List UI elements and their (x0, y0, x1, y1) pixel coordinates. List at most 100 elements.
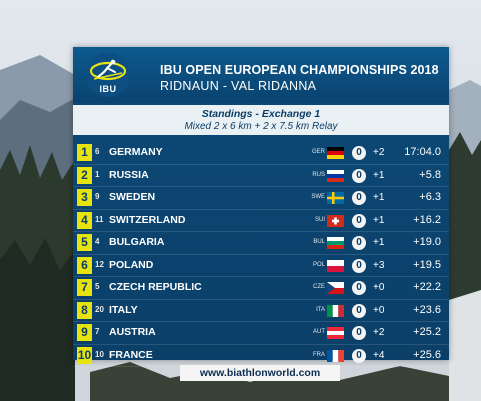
table-row: 5 4 BULGARIA BUL 0 +1 +19.0 (73, 232, 449, 255)
spare-rounds: +1 (373, 214, 385, 226)
spare-rounds: +0 (373, 282, 385, 293)
result-time: +25.6 (413, 348, 441, 361)
result-time: +5.8 (419, 168, 441, 181)
rank-badge: 8 (77, 301, 92, 319)
bib-number: 20 (95, 304, 104, 314)
result-time: +19.5 (413, 258, 441, 271)
ibu-logo-text: IBU (99, 84, 117, 94)
table-row: 2 1 RUSSIA RUS 0 +1 +5.8 (73, 165, 449, 187)
flag-poland-icon (327, 259, 344, 272)
bib-number: 6 (95, 147, 100, 156)
result-time: +22.2 (413, 281, 441, 293)
team-name: CZECH REPUBLIC (109, 281, 202, 293)
table-row: 8 20 ITALY ITA 0 +0 +23.6 (73, 300, 449, 322)
misses-indicator: 0 (352, 281, 366, 295)
bib-number: 7 (95, 327, 100, 336)
nation-code: BUL (313, 239, 325, 245)
team-name: SWEDEN (109, 191, 156, 203)
nation-code: CZE (313, 284, 325, 290)
spare-rounds: +3 (373, 259, 385, 271)
flag-russia-icon (327, 169, 344, 182)
table-row: 9 7 AUSTRIA AUT 0 +2 +25.2 (73, 322, 449, 345)
spare-rounds: +1 (373, 169, 385, 181)
team-name: SWITZERLAND (109, 213, 186, 226)
team-name: RUSSIA (109, 168, 149, 181)
result-time: +19.0 (413, 236, 441, 248)
biathlon-icon (89, 59, 127, 81)
panel-header: IBU IBU OPEN EUROPEAN CHAMPIONSHIPS 2018… (73, 47, 449, 103)
nation-code: FRA (313, 351, 325, 358)
misses-indicator: 0 (352, 191, 366, 205)
bib-number: 1 (95, 169, 100, 179)
standings-panel: IBU IBU OPEN EUROPEAN CHAMPIONSHIPS 2018… (73, 47, 449, 367)
bib-number: 5 (95, 282, 100, 291)
misses-indicator: 0 (352, 348, 366, 363)
bib-number: 11 (95, 214, 104, 224)
table-row: 1 6 GERMANY GER 0 +2 17:04.0 (73, 142, 449, 165)
rank-badge: 3 (77, 189, 92, 206)
result-time: +16.2 (413, 213, 441, 226)
misses-indicator: 0 (352, 146, 366, 160)
spare-rounds: +0 (373, 304, 385, 316)
flag-czech-republic-icon (327, 282, 344, 294)
bib-number: 10 (95, 349, 104, 359)
flag-switzerland-icon (327, 214, 344, 227)
table-row: 4 11 SWITZERLAND SUI 0 +1 +16.2 (73, 210, 449, 232)
team-name: FRANCE (109, 348, 153, 361)
event-location: RIDNAUN - VAL RIDANNA (160, 79, 317, 93)
rank-badge: 9 (77, 324, 92, 341)
nation-code: SWE (311, 194, 325, 200)
nation-code: ITA (316, 306, 325, 313)
result-time: +6.3 (419, 191, 441, 203)
team-name: GERMANY (109, 146, 163, 158)
team-name: BULGARIA (109, 236, 165, 248)
flag-germany-icon (327, 147, 344, 159)
team-name: AUSTRIA (109, 326, 156, 338)
team-name: ITALY (109, 303, 138, 316)
standings-title: Standings - Exchange 1 (201, 108, 321, 120)
nation-code: RUS (312, 171, 325, 178)
rank-badge: 1 (77, 144, 92, 161)
misses-indicator: 0 (352, 303, 366, 318)
misses-indicator: 0 (352, 326, 366, 340)
team-name: POLAND (109, 258, 154, 271)
standings-subheader: Standings - Exchange 1 Mixed 2 x 6 km + … (73, 105, 449, 135)
spare-rounds: +1 (373, 237, 385, 248)
nation-code: POL (312, 261, 325, 268)
rank-badge: 6 (77, 256, 92, 274)
flag-bulgaria-icon (327, 237, 344, 249)
spare-rounds: +2 (373, 327, 385, 338)
table-row: 10 10 FRANCE FRA 0 +4 +25.6 (73, 345, 449, 367)
flag-austria-icon (327, 327, 344, 339)
event-title: IBU OPEN EUROPEAN CHAMPIONSHIPS 2018 (160, 63, 439, 77)
table-row: 6 12 POLAND POL 0 +3 +19.5 (73, 255, 449, 277)
misses-indicator: 0 (352, 213, 366, 228)
nation-code: AUT (313, 329, 325, 335)
flag-italy-icon (327, 304, 344, 317)
rank-badge: 2 (77, 166, 92, 184)
nation-code: SUI (314, 216, 325, 223)
spare-rounds: +4 (373, 349, 385, 361)
rank-badge: 10 (77, 346, 92, 364)
nation-code: GER (311, 149, 325, 155)
result-time: +23.6 (413, 303, 441, 316)
rank-badge: 7 (77, 279, 92, 296)
standings-table: 1 6 GERMANY GER 0 +2 17:04.0 2 1 RUSSIA … (73, 142, 449, 367)
result-time: 17:04.0 (404, 146, 441, 158)
table-row: 3 9 SWEDEN SWE 0 +1 +6.3 (73, 187, 449, 210)
table-row: 7 5 CZECH REPUBLIC CZE 0 +0 +22.2 (73, 277, 449, 300)
misses-indicator: 0 (352, 258, 366, 273)
misses-indicator: 0 (352, 236, 366, 250)
ibu-logo: IBU (86, 53, 130, 97)
website-url: www.biathlonworld.com (180, 365, 340, 381)
spare-rounds: +2 (373, 147, 385, 158)
bib-number: 4 (95, 237, 100, 246)
flag-france-icon (327, 349, 344, 362)
misses-indicator: 0 (352, 168, 366, 183)
flag-sweden-icon (327, 192, 344, 204)
bib-number: 9 (95, 192, 100, 201)
spare-rounds: +1 (373, 192, 385, 203)
rank-badge: 5 (77, 234, 92, 251)
rank-badge: 4 (77, 211, 92, 229)
result-time: +25.2 (413, 326, 441, 338)
